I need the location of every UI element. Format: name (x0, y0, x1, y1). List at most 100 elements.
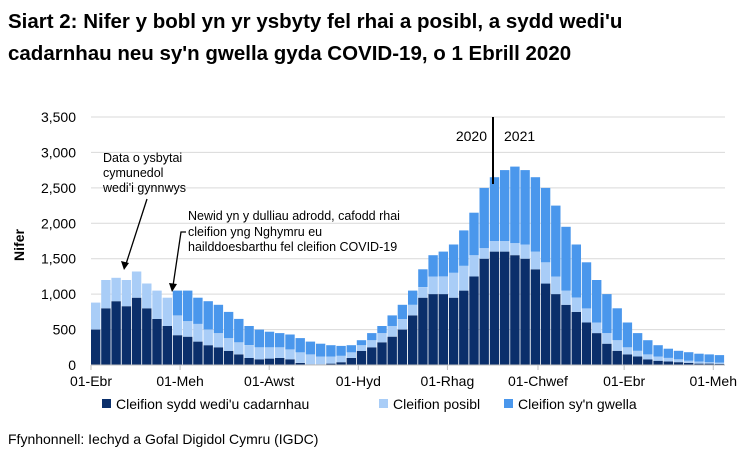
bar-recovering (346, 345, 356, 353)
bar-recovering (326, 345, 336, 357)
y-tick-label: 0 (68, 357, 76, 373)
year-label-2020: 2020 (456, 128, 487, 144)
bar-possible (193, 323, 203, 342)
bar-possible (632, 350, 643, 357)
legend-swatch-possible (379, 399, 388, 408)
bar-confirmed (438, 294, 448, 365)
bar-confirmed (254, 359, 264, 365)
bar-recovering (183, 290, 193, 322)
bar-possible (91, 302, 101, 330)
bar-possible (101, 280, 111, 309)
bar-confirmed (448, 297, 459, 365)
bar-recovering (714, 355, 725, 363)
bar-confirmed (264, 358, 275, 365)
year-label-2021: 2021 (504, 128, 535, 144)
bar-possible (469, 255, 479, 277)
bar-possible (162, 297, 172, 326)
bar-recovering (489, 177, 500, 241)
bar-confirmed (540, 283, 551, 365)
annotation-community-line-1: Data o ysbytai (103, 151, 182, 165)
bar-confirmed (714, 363, 725, 365)
bar-recovering (448, 244, 459, 273)
bar-recovering (602, 294, 612, 334)
x-tick-label: 01-Chwef (508, 373, 568, 389)
bar-possible (653, 356, 663, 361)
x-tick-label: 01-Meh (156, 373, 203, 389)
bar-confirmed (469, 276, 479, 365)
bar-possible (592, 322, 602, 334)
bar-recovering (469, 212, 479, 256)
bar-confirmed (377, 342, 387, 365)
bar-confirmed (489, 251, 500, 365)
bar-recovering (500, 170, 510, 241)
bar-possible (479, 248, 489, 259)
bar-recovering (367, 333, 377, 341)
bar-possible (489, 241, 500, 252)
bar-possible (326, 356, 336, 364)
source-note: Ffynhonnell: Iechyd a Gofal Digidol Cymr… (8, 431, 319, 447)
bar-confirmed (367, 347, 377, 365)
bar-possible (428, 276, 438, 295)
bar-possible (448, 272, 459, 298)
bar-possible (264, 347, 275, 359)
bar-confirmed (530, 269, 541, 365)
bar-possible (295, 352, 305, 363)
bar-possible (500, 241, 510, 252)
bar-recovering (295, 338, 305, 353)
bar-confirmed (428, 294, 438, 365)
bar-recovering (663, 348, 673, 358)
bar-possible (377, 333, 387, 343)
bar-recovering (551, 205, 561, 277)
bar-recovering (530, 177, 541, 252)
bar-confirmed (551, 294, 561, 365)
bar-recovering (408, 290, 418, 305)
bar-possible (694, 361, 704, 364)
bar-recovering (336, 345, 346, 356)
y-tick-label: 1,500 (41, 251, 76, 267)
bar-recovering (264, 331, 275, 348)
bar-possible (152, 290, 162, 319)
annotation-community-line-3: wedi'i gynnwys (102, 181, 186, 195)
annotation-community-line-2: cymunedol (103, 166, 163, 180)
bar-recovering (387, 315, 397, 326)
bar-recovering (684, 352, 694, 361)
x-tick-label: 01-Ebr (603, 373, 645, 389)
y-tick-label: 2,000 (41, 215, 76, 231)
bar-confirmed (673, 362, 684, 365)
bar-possible (346, 352, 356, 358)
bar-possible (520, 244, 530, 259)
y-tick-label: 3,000 (41, 144, 76, 160)
bar-confirmed (285, 359, 295, 365)
x-tick-label: 01-Rhag (421, 373, 475, 389)
bar-possible (111, 277, 121, 302)
bar-confirmed (694, 363, 704, 365)
bar-confirmed (408, 315, 418, 365)
bar-possible (142, 283, 152, 309)
bar-possible (581, 308, 592, 323)
bar-confirmed (397, 329, 408, 365)
bar-recovering (653, 345, 663, 357)
bar-confirmed (356, 350, 367, 365)
bar-confirmed (101, 308, 111, 365)
bar-recovering (172, 290, 183, 316)
bar-possible (643, 354, 653, 360)
bar-confirmed (336, 362, 346, 365)
bar-recovering (213, 304, 224, 334)
bar-possible (530, 251, 541, 270)
bar-confirmed (91, 329, 101, 365)
bar-confirmed (111, 301, 121, 365)
bar-confirmed (500, 251, 510, 365)
bar-possible (602, 333, 612, 344)
bar-confirmed (244, 357, 254, 365)
bar-confirmed (663, 361, 673, 365)
bar-recovering (459, 230, 469, 266)
bar-recovering (223, 311, 234, 339)
bar-possible (367, 340, 377, 348)
bar-recovering (581, 262, 592, 309)
annotation-community-arrow (125, 198, 148, 265)
bar-recovering (571, 244, 581, 298)
bar-possible (561, 290, 571, 305)
bar-recovering (377, 326, 387, 334)
chart-title: Siart 2: Nifer y bobl yn yr ysbyty fel r… (8, 10, 623, 65)
